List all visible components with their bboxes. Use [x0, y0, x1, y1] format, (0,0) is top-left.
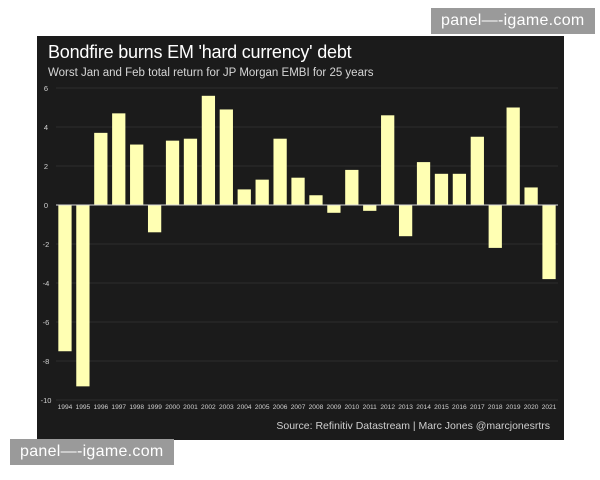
x-tick-label: 2019	[506, 404, 521, 411]
bar-2002	[201, 95, 216, 205]
chart-title: Bondfire burns EM 'hard currency' debt	[48, 42, 352, 62]
y-tick-label: -2	[43, 240, 50, 249]
x-tick-label: 2002	[201, 404, 216, 411]
y-tick-label: -4	[43, 279, 50, 288]
bar-2008	[309, 195, 323, 205]
x-tick-label: 2011	[363, 404, 378, 411]
bar-1996	[94, 132, 108, 205]
bar-2014	[416, 162, 431, 205]
x-tick-label: 2010	[344, 404, 359, 411]
bar-2000	[165, 140, 180, 205]
x-tick-label: 1998	[129, 404, 144, 411]
x-tick-label: 2005	[255, 404, 270, 411]
x-tick-label: 2015	[434, 404, 449, 411]
x-tick-label: 1999	[147, 404, 162, 411]
x-tick-label: 2017	[470, 404, 485, 411]
bar-2004	[237, 189, 251, 205]
x-tick-label: 2003	[219, 404, 234, 411]
x-tick-label: 2014	[416, 404, 431, 411]
bar-1998	[130, 144, 144, 205]
bar-2001	[183, 138, 198, 205]
y-tick-label: 4	[44, 123, 48, 132]
x-tick-label: 2013	[398, 404, 413, 411]
watermark-bottom: panel—-igame.com	[10, 439, 174, 465]
x-tick-label: 2020	[524, 404, 539, 411]
x-tick-label: 1994	[58, 404, 73, 411]
y-tick-label: -8	[43, 357, 50, 366]
bar-2011	[363, 205, 377, 211]
y-tick-label: -6	[43, 318, 50, 327]
y-tick-label: 2	[44, 162, 48, 171]
x-tick-label: 2021	[542, 404, 557, 411]
x-tick-label: 1995	[76, 404, 91, 411]
x-tick-label: 1996	[93, 404, 108, 411]
bar-1999	[147, 205, 162, 233]
bar-1994	[58, 205, 72, 352]
bar-2007	[291, 177, 305, 205]
x-tick-label: 2012	[380, 404, 395, 411]
y-tick-label: -10	[41, 396, 52, 405]
x-tick-label: 2018	[488, 404, 503, 411]
y-tick-label: 0	[44, 201, 48, 210]
bar-1995	[76, 205, 90, 387]
bar-2006	[273, 138, 287, 205]
bar-2009	[327, 205, 341, 213]
x-tick-label: 2004	[237, 404, 252, 411]
x-tick-label: 2007	[291, 404, 306, 411]
bar-2017	[470, 136, 484, 205]
x-tick-label: 1997	[111, 404, 126, 411]
bar-2020	[524, 187, 538, 205]
x-tick-label: 2008	[309, 404, 324, 411]
bar-1997	[112, 113, 126, 205]
bar-2016	[452, 173, 467, 205]
x-tick-label: 2000	[165, 404, 180, 411]
x-tick-label: 2001	[183, 404, 198, 411]
bar-2015	[434, 173, 449, 205]
y-tick-label: 6	[44, 84, 48, 93]
chart-subtitle: Worst Jan and Feb total return for JP Mo…	[48, 67, 374, 79]
watermark-top: panel—-igame.com	[431, 8, 595, 34]
bar-2021	[542, 205, 556, 280]
x-tick-label: 2009	[327, 404, 342, 411]
bar-2010	[345, 169, 359, 205]
chart-panel: Bondfire burns EM 'hard currency' debt W…	[37, 36, 564, 440]
x-tick-label: 2016	[452, 404, 467, 411]
chart-source: Source: Refinitiv Datastream | Marc Jone…	[276, 420, 550, 432]
bar-2003	[219, 109, 233, 205]
bar-2019	[506, 107, 520, 205]
x-tick-label: 2006	[273, 404, 288, 411]
bar-2013	[398, 205, 413, 237]
bar-2018	[488, 205, 502, 248]
bar-2005	[255, 179, 269, 205]
bar-2012	[381, 115, 395, 205]
